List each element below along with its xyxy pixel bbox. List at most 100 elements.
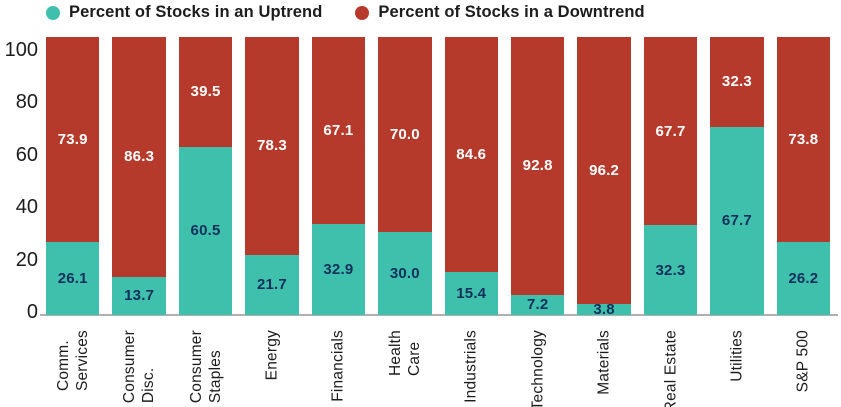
- bar-value-downtrend: 70.0: [389, 125, 420, 143]
- bar-value-downtrend: 92.8: [522, 157, 553, 175]
- bar-column: 73.9 26.1 Comm. Services: [46, 37, 100, 407]
- bar-value-downtrend: 78.3: [256, 137, 287, 155]
- bar-segment-downtrend: 92.8: [510, 37, 565, 295]
- bar-segment-downtrend: 78.3: [245, 37, 299, 255]
- bar-column: 32.3 67.7 Utilities: [710, 37, 764, 407]
- bar-column: 67.7 32.3 Real Estate: [643, 37, 698, 407]
- legend-label-downtrend: Percent of Stocks in a Downtrend: [378, 3, 645, 21]
- x-axis-label: Health Care: [386, 330, 423, 377]
- x-axis-label: Comm. Services: [54, 330, 91, 392]
- bar-value-uptrend: 32.9: [323, 260, 354, 278]
- y-axis: 0 20 40 60 80 100: [0, 0, 38, 407]
- bar-value-downtrend: 67.7: [655, 122, 686, 140]
- stacked-bar: 92.8 7.2: [510, 37, 565, 315]
- bar-value-uptrend: 7.2: [526, 296, 549, 314]
- bar-value-uptrend: 32.3: [655, 261, 686, 279]
- x-axis-label: Consumer Staples: [187, 330, 224, 404]
- x-axis-label: Financials: [329, 330, 347, 402]
- stacked-bar: 39.5 60.5: [178, 37, 233, 315]
- bar-segment-downtrend: 73.8: [776, 37, 831, 243]
- bar-column: 70.0 30.0 Health Care: [378, 37, 432, 407]
- bar-segment-downtrend: 86.3: [112, 37, 166, 277]
- stacked-bar: 67.7 32.3: [643, 37, 698, 315]
- stacked-bar: 84.6 15.4: [444, 37, 498, 315]
- x-axis-label: Materials: [595, 330, 613, 395]
- plot-area: 73.9 26.1 Comm. Services 86.3 13.7 Consumer D…: [46, 37, 831, 407]
- x-axis-label: Consumer Disc.: [121, 330, 158, 404]
- bar-value-downtrend: 84.6: [456, 146, 487, 164]
- bar-segment-uptrend: 26.1: [46, 242, 100, 315]
- bar-column: 92.8 7.2 Technology: [510, 37, 565, 407]
- legend-item-uptrend: Percent of Stocks in an Uptrend: [46, 3, 322, 22]
- bar-segment-uptrend: 15.4: [444, 272, 498, 315]
- stacked-bar: 70.0 30.0: [378, 37, 432, 315]
- bar-value-uptrend: 26.2: [788, 270, 819, 288]
- bar-value-downtrend: 73.9: [57, 131, 88, 149]
- x-axis-label: Energy: [263, 330, 281, 381]
- bar-column: 84.6 15.4 Industrials: [444, 37, 498, 407]
- stacked-bar: 96.2 3.8: [577, 37, 631, 319]
- y-axis-tick: 0: [26, 301, 38, 323]
- chart-legend: Percent of Stocks in an Uptrend Percent …: [46, 3, 645, 22]
- x-axis-label: Industrials: [462, 330, 480, 403]
- x-axis-label: S&P 500: [794, 330, 812, 393]
- bar-column: 96.2 3.8 Materials: [577, 37, 631, 407]
- x-axis-line: [40, 314, 838, 316]
- bar-value-downtrend: 32.3: [721, 73, 752, 91]
- bar-value-downtrend: 39.5: [190, 83, 221, 101]
- bar-value-uptrend: 15.4: [456, 285, 487, 303]
- bar-segment-uptrend: 13.7: [112, 276, 166, 315]
- bar-segment-downtrend: 32.3: [710, 37, 764, 127]
- bar-value-downtrend: 73.8: [788, 131, 819, 149]
- bar-segment-downtrend: 96.2: [577, 37, 631, 305]
- bar-segment-downtrend: 70.0: [378, 37, 432, 232]
- bar-value-uptrend: 3.8: [593, 301, 615, 319]
- stacked-bar: 73.9 26.1: [46, 37, 100, 315]
- bar-value-uptrend: 26.1: [57, 270, 88, 288]
- bar-segment-uptrend: 26.2: [776, 242, 831, 315]
- legend-label-uptrend: Percent of Stocks in an Uptrend: [69, 3, 323, 21]
- bar-segment-uptrend: 67.7: [710, 126, 764, 315]
- bar-segment-uptrend: 21.7: [245, 254, 299, 315]
- bar-segment-downtrend: 39.5: [178, 37, 233, 147]
- bar-segment-downtrend: 67.1: [311, 37, 366, 224]
- uptrend-dot-icon: [46, 5, 60, 20]
- bar-column: 67.1 32.9 Financials: [311, 37, 366, 407]
- y-axis-tick: 80: [15, 91, 38, 114]
- bar-segment-uptrend: 32.3: [643, 225, 698, 315]
- bar-segment-uptrend: 30.0: [378, 231, 432, 315]
- bar-column: 86.3 13.7 Consumer Disc.: [112, 37, 166, 407]
- x-axis-label: Real Estate: [662, 330, 679, 407]
- bar-column: 39.5 60.5 Consumer Staples: [178, 37, 233, 407]
- stacked-bar: 73.8 26.2: [776, 37, 831, 315]
- stacked-bar: 86.3 13.7: [112, 37, 166, 315]
- bar-segment-downtrend: 84.6: [444, 37, 498, 273]
- bar-value-uptrend: 13.7: [124, 287, 155, 305]
- x-axis-label: Utilities: [728, 330, 746, 382]
- legend-item-downtrend: Percent of Stocks in a Downtrend: [355, 3, 645, 22]
- bar-segment-uptrend: 60.5: [178, 146, 233, 315]
- y-axis-tick: 60: [15, 143, 38, 166]
- y-axis-tick: 40: [15, 196, 38, 219]
- bar-segment-downtrend: 67.7: [643, 37, 698, 226]
- downtrend-dot-icon: [355, 5, 370, 20]
- bar-column: 78.3 21.7 Energy: [245, 37, 299, 407]
- bar-segment-downtrend: 73.9: [46, 37, 100, 243]
- bar-value-downtrend: 86.3: [124, 148, 155, 166]
- stacked-bar: 32.3 67.7: [710, 37, 764, 315]
- bar-value-uptrend: 67.7: [721, 212, 752, 230]
- bar-value-uptrend: 30.0: [389, 264, 420, 282]
- bar-segment-uptrend: 3.8: [577, 301, 631, 319]
- bar-segment-uptrend: 7.2: [510, 294, 565, 315]
- bar-segment-uptrend: 32.9: [311, 223, 366, 315]
- y-axis-tick: 100: [4, 39, 38, 61]
- bar-column: 73.8 26.2 S&P 500: [776, 37, 831, 407]
- y-axis-tick: 20: [15, 248, 38, 271]
- bar-value-downtrend: 67.1: [323, 121, 354, 139]
- stacked-bar: 78.3 21.7: [245, 37, 299, 315]
- bar-value-uptrend: 60.5: [190, 222, 221, 240]
- x-axis-label: Technology: [529, 330, 547, 407]
- stacked-bar: 67.1 32.9: [311, 37, 366, 315]
- bar-value-downtrend: 96.2: [589, 162, 620, 180]
